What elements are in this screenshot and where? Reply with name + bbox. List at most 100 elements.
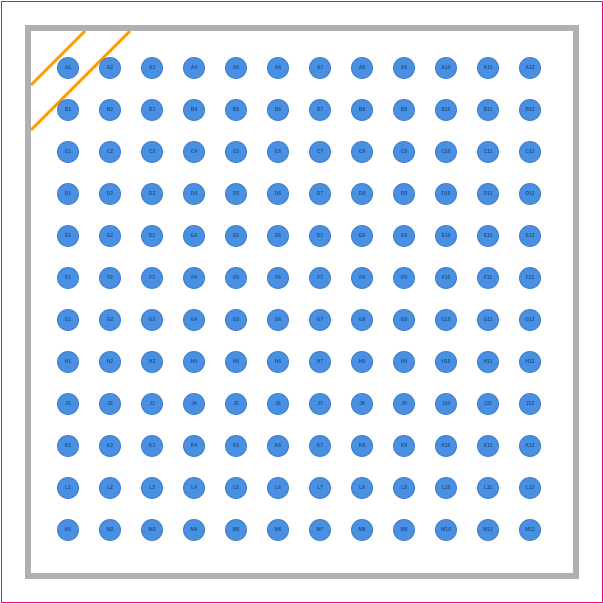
pin-M12: M12	[519, 519, 541, 541]
pin-L5: L5	[225, 477, 247, 499]
pin-J2: J2	[99, 393, 121, 415]
pin-K3: K3	[141, 435, 163, 457]
pin-L2: L2	[99, 477, 121, 499]
pin-E4: E4	[183, 225, 205, 247]
pin-L1: L1	[57, 477, 79, 499]
pin1-marker-inner	[31, 31, 85, 85]
pin-H8: H8	[351, 351, 373, 373]
pin-E5: E5	[225, 225, 247, 247]
pin-L9: L9	[393, 477, 415, 499]
pin-F8: F8	[351, 267, 373, 289]
pin-D4: D4	[183, 183, 205, 205]
pin-B4: B4	[183, 99, 205, 121]
pin-G9: G9	[393, 309, 415, 331]
pin-H3: H3	[141, 351, 163, 373]
pin-A11: A11	[477, 57, 499, 79]
pin-L6: L6	[267, 477, 289, 499]
pin-L8: L8	[351, 477, 373, 499]
pin-K2: K2	[99, 435, 121, 457]
pin-M10: M10	[435, 519, 457, 541]
pin-M8: M8	[351, 519, 373, 541]
pin-J11: J11	[477, 393, 499, 415]
pin-F2: F2	[99, 267, 121, 289]
pin-E7: E7	[309, 225, 331, 247]
pin-M11: M11	[477, 519, 499, 541]
pin-C6: C6	[267, 141, 289, 163]
pin-K10: K10	[435, 435, 457, 457]
pin-J8: J8	[351, 393, 373, 415]
pin-D12: D12	[519, 183, 541, 205]
pin-H2: H2	[99, 351, 121, 373]
pin-J3: J3	[141, 393, 163, 415]
pin-A8: A8	[351, 57, 373, 79]
pin-D5: D5	[225, 183, 247, 205]
pin-G4: G4	[183, 309, 205, 331]
pin-F12: F12	[519, 267, 541, 289]
pin-M4: M4	[183, 519, 205, 541]
pin-H12: H12	[519, 351, 541, 373]
pin-G6: G6	[267, 309, 289, 331]
pin-M5: M5	[225, 519, 247, 541]
pin-G5: G5	[225, 309, 247, 331]
pin-B11: B11	[477, 99, 499, 121]
pin-K7: K7	[309, 435, 331, 457]
pin-H5: H5	[225, 351, 247, 373]
pin-A10: A10	[435, 57, 457, 79]
pin-E11: E11	[477, 225, 499, 247]
pin-H6: H6	[267, 351, 289, 373]
pin-G2: G2	[99, 309, 121, 331]
pin-C8: C8	[351, 141, 373, 163]
pin-B8: B8	[351, 99, 373, 121]
pin-A3: A3	[141, 57, 163, 79]
pin-K4: K4	[183, 435, 205, 457]
pin-A1: A1	[57, 57, 79, 79]
pin-H11: H11	[477, 351, 499, 373]
pin-F10: F10	[435, 267, 457, 289]
pin-D3: D3	[141, 183, 163, 205]
pin-J12: J12	[519, 393, 541, 415]
pin-E1: E1	[57, 225, 79, 247]
pin-F3: F3	[141, 267, 163, 289]
pin-J1: J1	[57, 393, 79, 415]
pin-K1: K1	[57, 435, 79, 457]
pin-M6: M6	[267, 519, 289, 541]
pin-F1: F1	[57, 267, 79, 289]
pin-F9: F9	[393, 267, 415, 289]
pin-M1: M1	[57, 519, 79, 541]
pin-B2: B2	[99, 99, 121, 121]
pin-G1: G1	[57, 309, 79, 331]
pin-L7: L7	[309, 477, 331, 499]
pin-K8: K8	[351, 435, 373, 457]
pin-A4: A4	[183, 57, 205, 79]
pin-K11: K11	[477, 435, 499, 457]
pin-A6: A6	[267, 57, 289, 79]
pin-J7: J7	[309, 393, 331, 415]
pin-J5: J5	[225, 393, 247, 415]
pin-M9: M9	[393, 519, 415, 541]
pin-K12: K12	[519, 435, 541, 457]
pin-E2: E2	[99, 225, 121, 247]
pin-L4: L4	[183, 477, 205, 499]
pin-M2: M2	[99, 519, 121, 541]
pin-H10: H10	[435, 351, 457, 373]
pin-C11: C11	[477, 141, 499, 163]
pin-L11: L11	[477, 477, 499, 499]
pin-E8: E8	[351, 225, 373, 247]
pin-A9: A9	[393, 57, 415, 79]
pin-M7: M7	[309, 519, 331, 541]
pin-A5: A5	[225, 57, 247, 79]
pin-J6: J6	[267, 393, 289, 415]
pin-F6: F6	[267, 267, 289, 289]
pin-B6: B6	[267, 99, 289, 121]
pin-A12: A12	[519, 57, 541, 79]
pin-F7: F7	[309, 267, 331, 289]
pin-E10: E10	[435, 225, 457, 247]
pin-C12: C12	[519, 141, 541, 163]
pin-G3: G3	[141, 309, 163, 331]
pin-C2: C2	[99, 141, 121, 163]
pin-L3: L3	[141, 477, 163, 499]
pin-B3: B3	[141, 99, 163, 121]
pin-L12: L12	[519, 477, 541, 499]
pin-A7: A7	[309, 57, 331, 79]
pin-F5: F5	[225, 267, 247, 289]
